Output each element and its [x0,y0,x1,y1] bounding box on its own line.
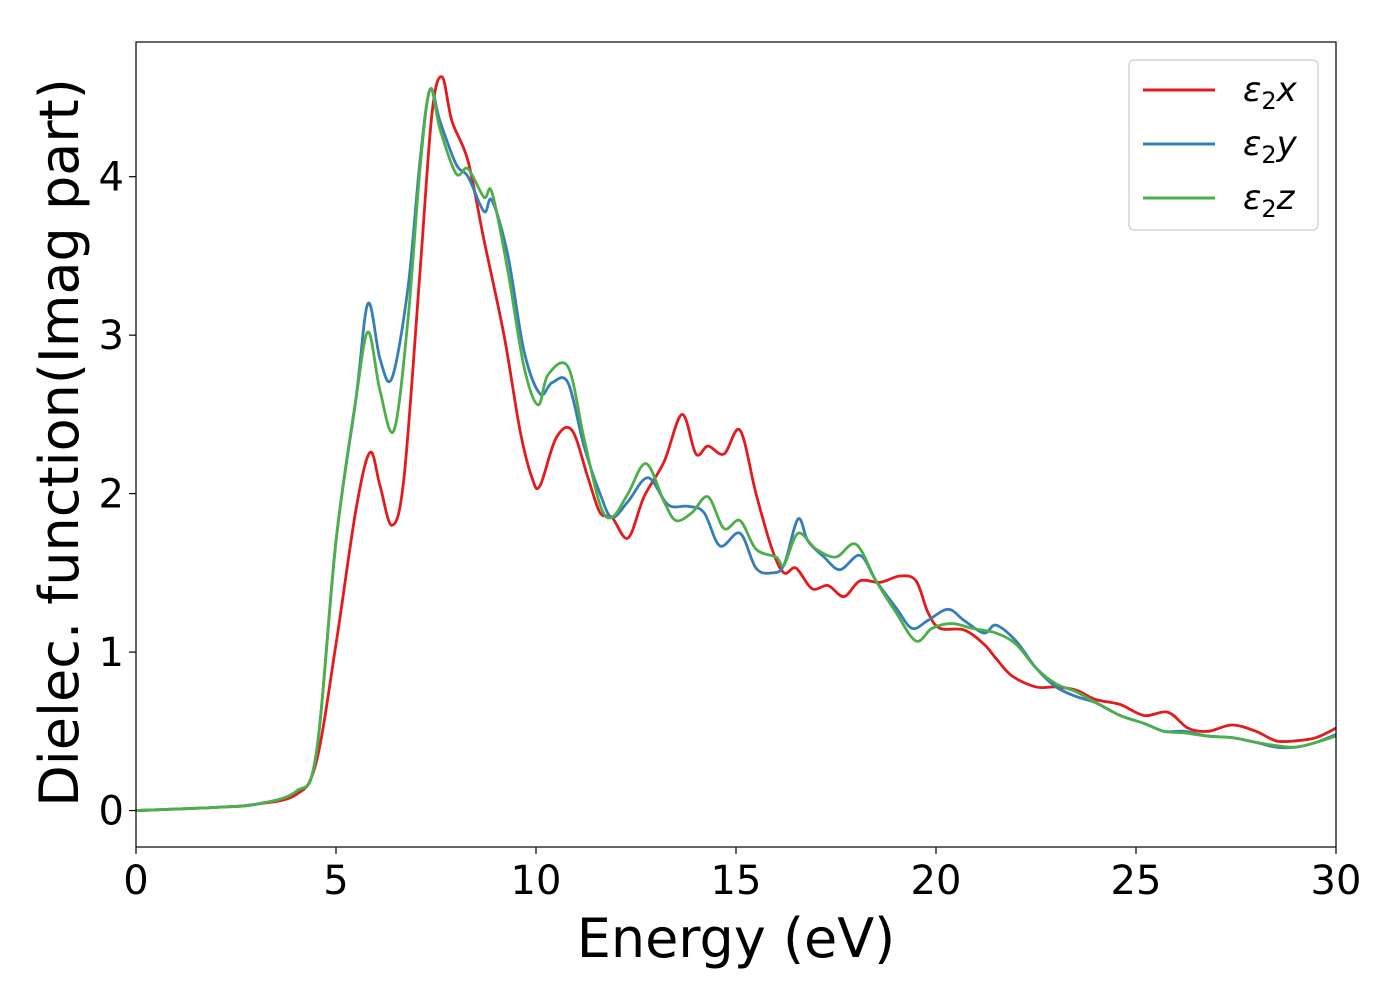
legend-label-x: ε2x [1243,70,1298,115]
tick-layer: 0 5 10 15 20 25 30 0 1 2 3 4 [99,155,1362,904]
x-tick-label: 5 [323,858,348,904]
y-tick-label: 3 [99,313,124,359]
x-tick-label: 20 [911,858,962,904]
y-axis-title: Dielec. function(Imag part) [28,78,91,807]
x-tick-label: 10 [511,858,562,904]
x-tick-label: 0 [123,858,148,904]
legend-label-z: ε2z [1243,178,1296,223]
legend-box [1128,59,1319,231]
x-tick-label: 25 [1111,858,1162,904]
y-tick-label: 0 [99,789,124,835]
x-tick-label: 15 [711,858,762,904]
x-axis-title: Energy (eV) [577,907,896,970]
y-tick-label: 2 [99,472,124,518]
x-tick-label: 30 [1311,858,1362,904]
legend: ε2x ε2y ε2z [1128,59,1319,231]
legend-label-y: ε2y [1243,124,1298,169]
series-line-x [135,75,1337,812]
series-layer [135,75,1337,812]
series-line-z [135,87,1337,812]
y-tick-label: 1 [99,630,124,676]
y-tick-label: 4 [99,155,124,201]
